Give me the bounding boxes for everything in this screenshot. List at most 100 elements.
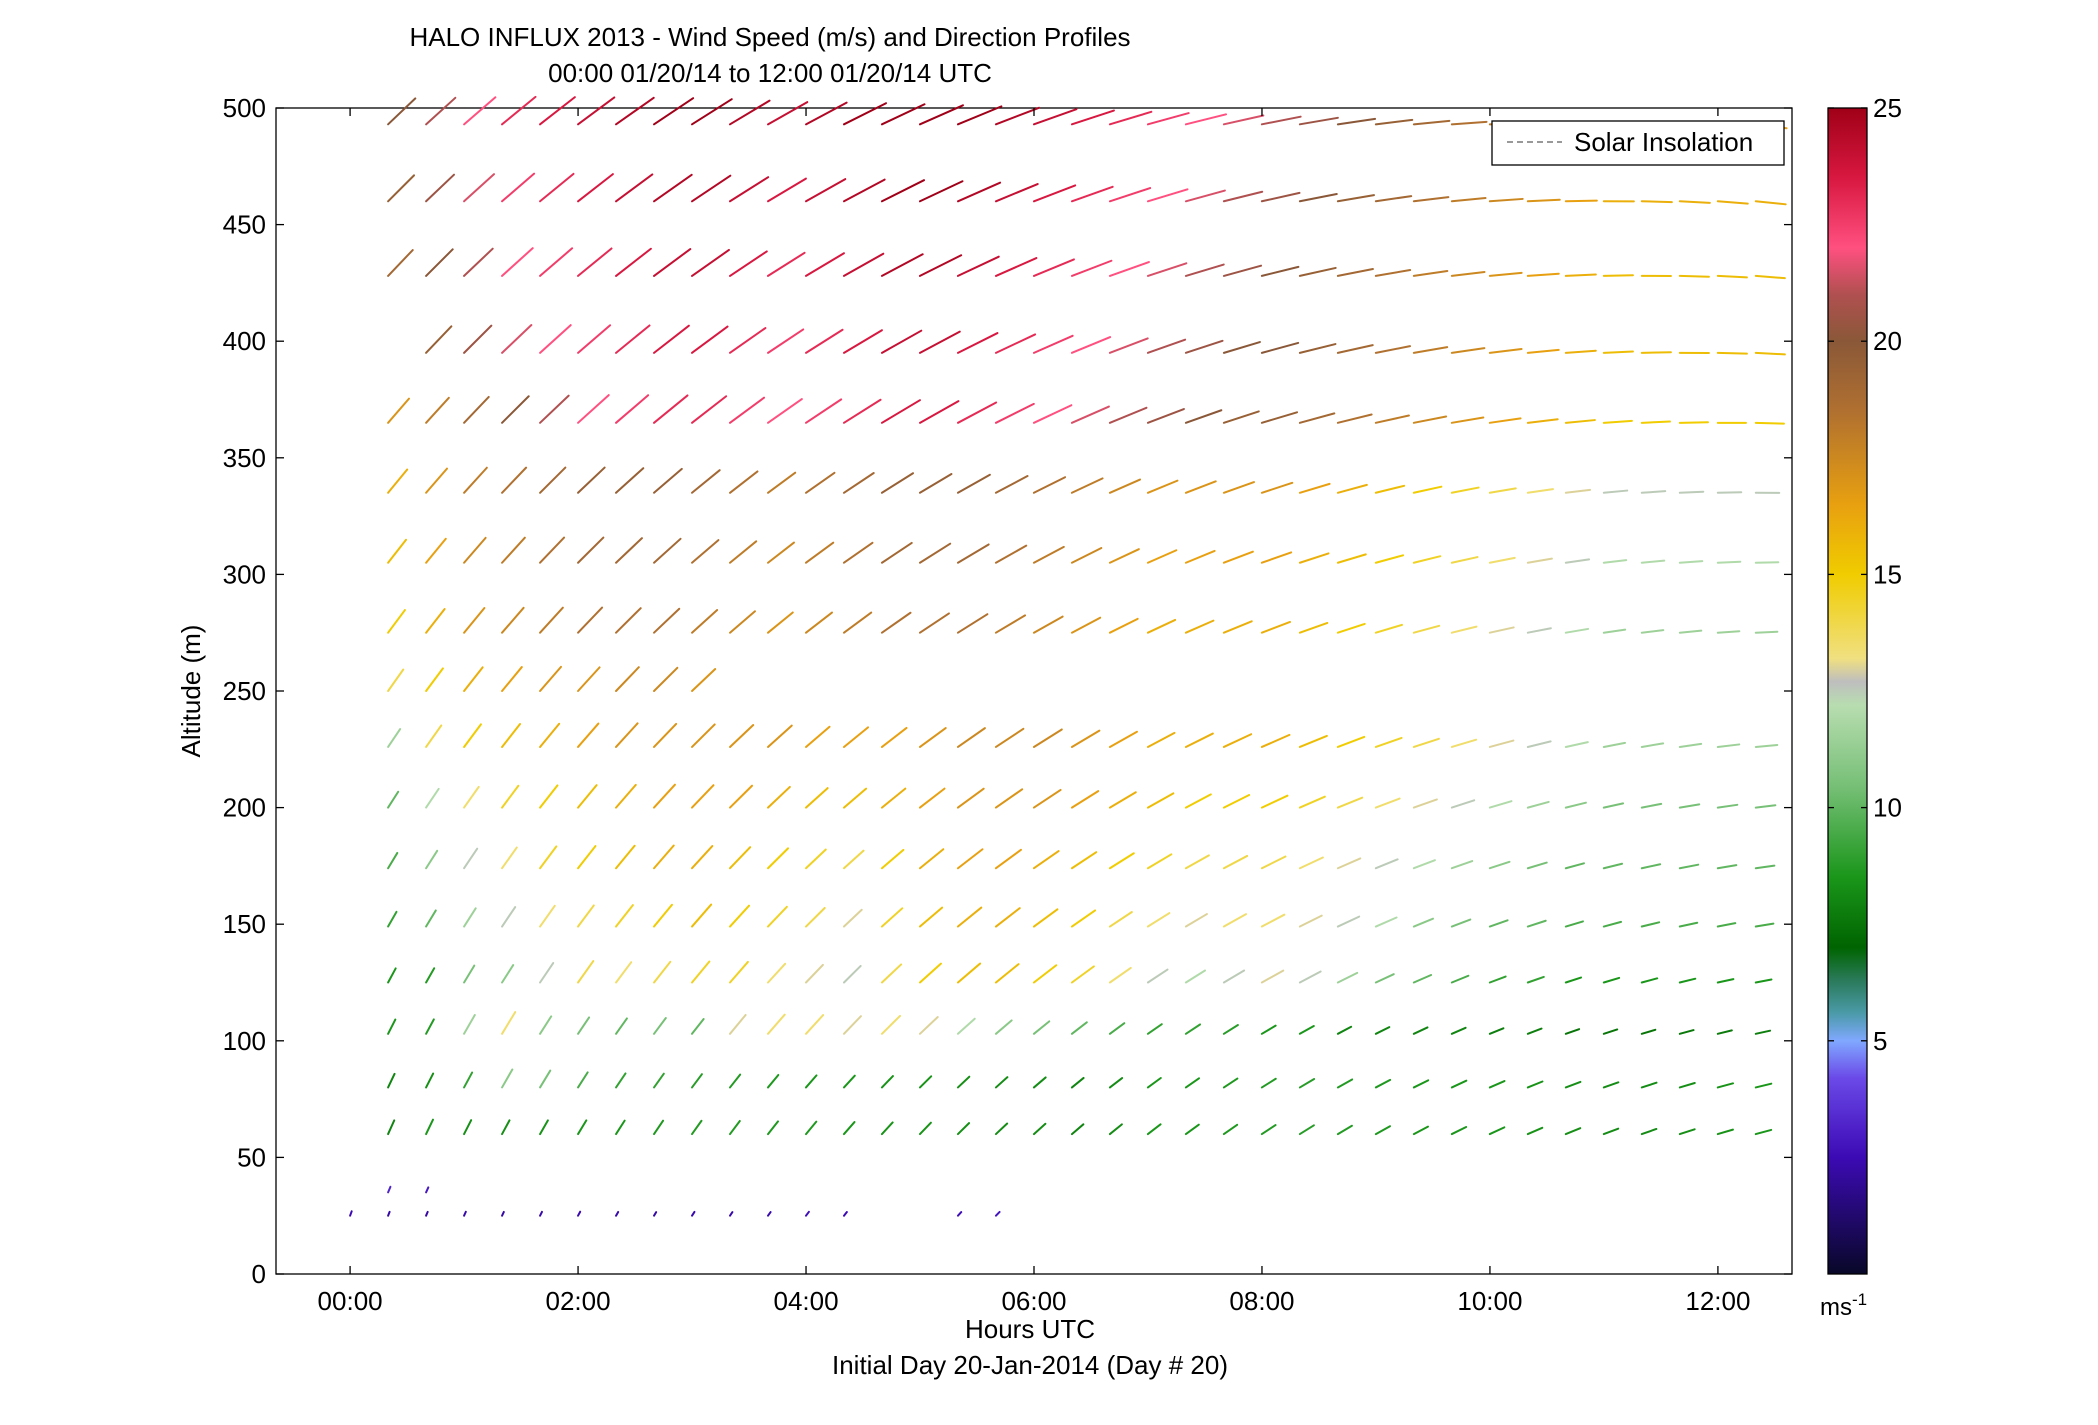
wind-vector [1526,919,1547,928]
wind-vector [501,536,526,564]
wind-vector [1108,1022,1126,1035]
wind-vector [539,784,559,809]
wind-vector [425,724,443,748]
wind-vector [1602,976,1621,984]
wind-vector [1526,800,1550,809]
wind-vector [729,610,756,634]
wind-vector [956,906,983,928]
wind-vector [1032,545,1065,564]
wind-vector [463,964,476,984]
wind-vector [1488,487,1517,494]
wind-vector [880,541,913,564]
wind-vector [766,1073,780,1089]
wind-vector [577,666,601,692]
wind-vector [1070,336,1112,354]
wind-vector [1108,187,1152,203]
wind-vector [956,727,986,748]
chart-subtitle: 00:00 01/20/14 to 12:00 01/20/14 UTC [548,58,992,88]
wind-vector [880,848,905,870]
wind-vector [1260,481,1294,494]
wind-vector [1412,1125,1429,1136]
wind-vector [1412,798,1438,809]
wind-vector [577,722,600,748]
wind-vector [994,727,1025,748]
wind-vector [501,846,518,870]
wind-vector [577,784,598,809]
wind-vector [425,608,446,634]
wind-vector [1450,918,1472,928]
wind-vector [1336,268,1374,277]
wind-vector [1146,618,1177,634]
wind-vector [1070,405,1110,424]
wind-vector [1298,343,1337,354]
wind-vector [1716,978,1735,984]
wind-vector [918,254,963,277]
wind-vector [501,324,533,354]
wind-vector [1412,196,1450,203]
wind-vector [804,787,829,809]
wind-vector [1602,559,1628,564]
wind-vector [1678,1128,1696,1136]
wind-vector [577,1210,582,1217]
wind-vector [1184,1023,1202,1035]
wind-vector [956,332,999,354]
wind-vector [1488,348,1523,354]
wind-vector [1488,417,1522,424]
x-tick-label: 10:00 [1457,1286,1522,1316]
wind-vector [1640,200,1673,204]
wind-vector [1526,488,1554,494]
wind-vector [463,536,487,564]
y-tick-label: 100 [223,1026,266,1056]
wind-vector [1336,971,1359,984]
wind-vector [1602,1081,1620,1089]
wind-vector [577,1016,591,1035]
wind-vector [994,106,1040,126]
wind-vector [1222,481,1256,494]
wind-vector [1412,859,1436,870]
wind-vector [804,471,836,494]
wind-vector [463,607,486,634]
wind-vector [729,1073,742,1089]
colorbar-tick-label: 20 [1873,326,1902,356]
wind-vector [577,606,604,634]
wind-vector [1184,1123,1200,1136]
wind-vector [425,248,454,277]
wind-vector [1336,1124,1353,1136]
wind-vector [729,904,751,928]
wind-vector [1070,909,1097,928]
wind-vector [1602,628,1627,634]
wind-vector [1108,730,1138,748]
wind-vector [1222,190,1264,203]
wind-vector [804,963,824,984]
wind-vector [653,783,676,809]
chart-title: HALO INFLUX 2013 - Wind Speed (m/s) and … [409,22,1130,52]
colorbar-unit-base: ms [1820,1294,1852,1321]
wind-vector [1716,351,1748,355]
wind-vector [463,666,484,692]
wind-vector [577,536,605,564]
wind-vector [691,395,728,424]
wind-vector [615,324,651,354]
wind-vector [918,542,952,564]
wind-vector [501,247,534,277]
wind-vector [1260,115,1302,126]
y-axis-label: Altitude (m) [176,625,206,758]
wind-vector [1146,853,1173,870]
wind-vector [1374,1026,1391,1035]
wind-vector [1222,410,1260,424]
wind-vector [994,907,1021,928]
wind-vector [1146,262,1188,277]
wind-vector [463,247,494,277]
wind-vector [1336,117,1377,126]
wind-vector [729,1013,747,1035]
wind-vector [1032,404,1073,424]
wind-vector [539,904,556,928]
wind-vector [463,173,496,203]
wind-vector [653,1072,665,1089]
wind-vector [615,722,639,748]
wind-vector [1298,621,1329,634]
wind-vector [387,97,417,126]
wind-vector [577,173,614,203]
wind-vector [539,172,575,203]
wind-vector [729,724,755,748]
